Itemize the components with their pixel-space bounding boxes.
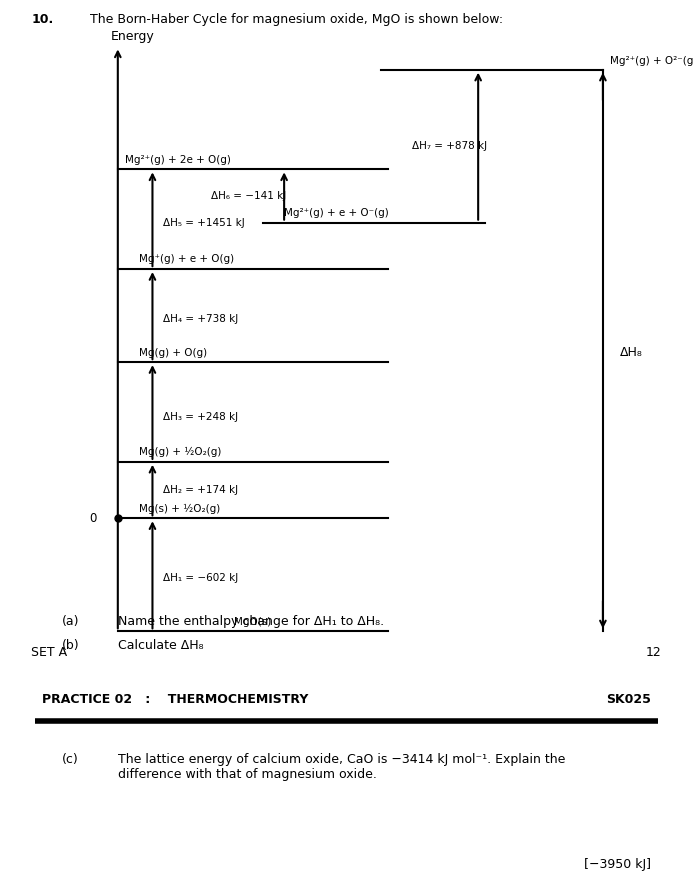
Text: PRACTICE 02   :    THERMOCHEMISTRY: PRACTICE 02 : THERMOCHEMISTRY <box>42 693 308 706</box>
Text: ΔH₃ = +248 kJ: ΔH₃ = +248 kJ <box>163 412 238 422</box>
Text: (a): (a) <box>62 615 80 628</box>
Text: Mg²⁺(g) + 2e + O(g): Mg²⁺(g) + 2e + O(g) <box>125 155 231 165</box>
Text: 12: 12 <box>646 646 662 659</box>
Text: Energy: Energy <box>111 30 155 43</box>
Text: ΔH₄ = +738 kJ: ΔH₄ = +738 kJ <box>163 314 238 324</box>
Text: Mg(g) + ½O₂(g): Mg(g) + ½O₂(g) <box>139 447 221 458</box>
Text: ΔH₇ = +878 kJ: ΔH₇ = +878 kJ <box>412 141 487 152</box>
Text: ΔH₂ = +174 kJ: ΔH₂ = +174 kJ <box>163 484 238 495</box>
Text: Name the enthalpy change for ΔH₁ to ΔH₈.: Name the enthalpy change for ΔH₁ to ΔH₈. <box>118 615 384 628</box>
Text: ΔH₆ = −141 kJ: ΔH₆ = −141 kJ <box>211 191 287 201</box>
Text: MgO(s): MgO(s) <box>234 616 272 627</box>
Text: Mg(g) + O(g): Mg(g) + O(g) <box>139 348 207 358</box>
Text: ΔH₈: ΔH₈ <box>620 346 643 359</box>
Text: SET A: SET A <box>31 646 67 659</box>
Text: The lattice energy of calcium oxide, CaO is −3414 kJ mol⁻¹. Explain the
differen: The lattice energy of calcium oxide, CaO… <box>118 753 565 780</box>
Text: Calculate ΔH₈: Calculate ΔH₈ <box>118 640 204 652</box>
Text: ΔH₁ = −602 kJ: ΔH₁ = −602 kJ <box>163 574 238 583</box>
Text: (b): (b) <box>62 640 80 652</box>
Text: Mg⁺(g) + e + O(g): Mg⁺(g) + e + O(g) <box>139 254 234 265</box>
Text: ΔH₅ = +1451 kJ: ΔH₅ = +1451 kJ <box>163 218 245 227</box>
Text: Mg²⁺(g) + e + O⁻(g): Mg²⁺(g) + e + O⁻(g) <box>284 208 389 218</box>
Text: 0: 0 <box>89 512 97 524</box>
Text: The Born-Haber Cycle for magnesium oxide, MgO is shown below:: The Born-Haber Cycle for magnesium oxide… <box>90 13 503 26</box>
Text: Mg(s) + ½O₂(g): Mg(s) + ½O₂(g) <box>139 504 220 514</box>
Text: SK025: SK025 <box>606 693 651 706</box>
Text: [−3950 kJ]: [−3950 kJ] <box>584 857 651 871</box>
Text: Mg²⁺(g) + O²⁻(g): Mg²⁺(g) + O²⁻(g) <box>610 56 693 67</box>
Text: (c): (c) <box>62 753 79 766</box>
Text: 10.: 10. <box>31 13 53 26</box>
